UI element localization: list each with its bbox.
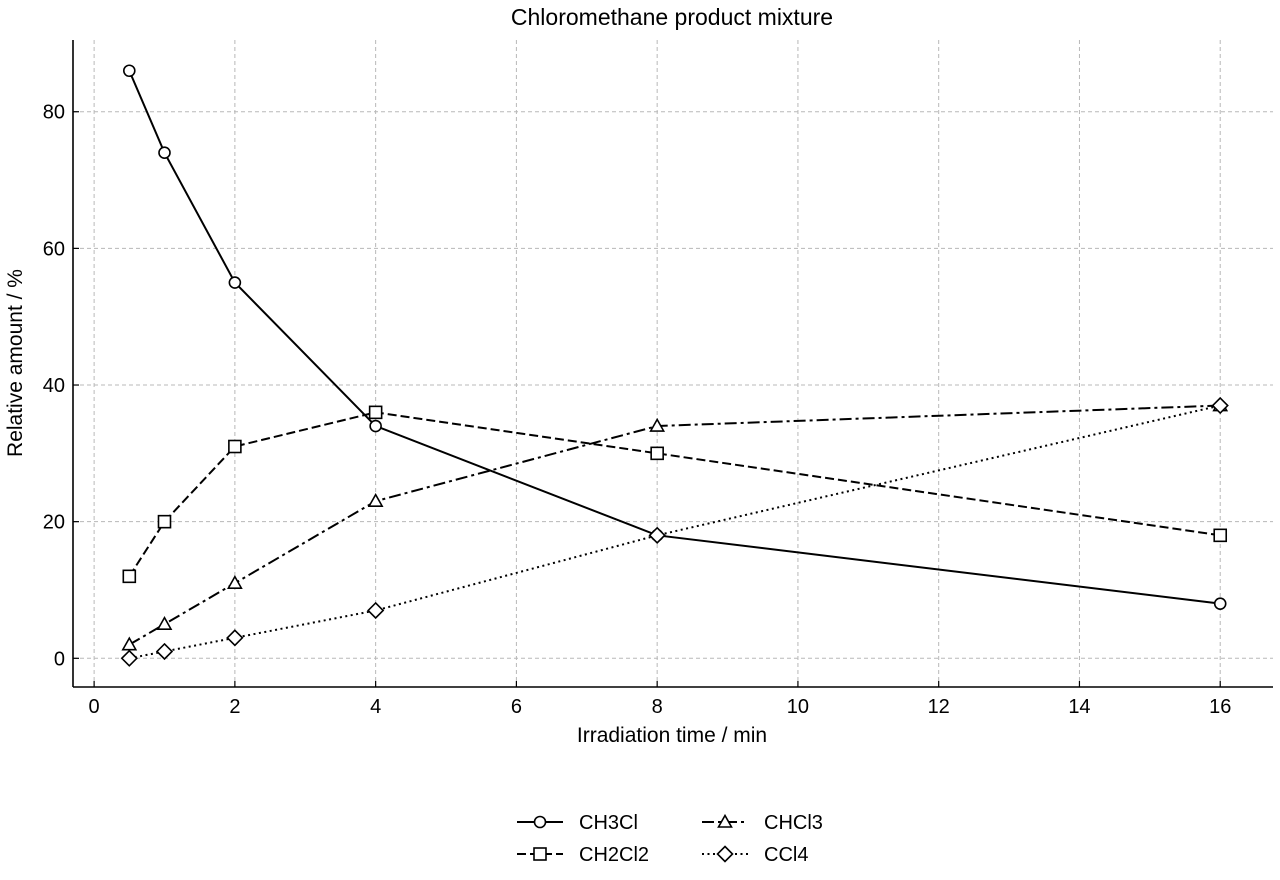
legend-item-ccl4: CCl4	[702, 844, 808, 866]
y-tick-label: 60	[43, 238, 65, 260]
data-point-ch2cl2	[1213, 528, 1228, 543]
data-point-ccl4	[648, 526, 666, 544]
data-point-chcl3	[367, 493, 384, 507]
legend: CH3Cl CH2Cl2 CHCl3 CCl4	[517, 812, 823, 866]
data-point-ch3cl	[1213, 597, 1227, 610]
x-axis-title: Irradiation time / min	[577, 724, 767, 747]
legend-marker-chcl3	[717, 813, 733, 828]
legend-label-chcl3: CHCl3	[764, 812, 823, 834]
data-point-ccl4	[1211, 396, 1229, 415]
legend-label-ch3cl: CH3Cl	[579, 812, 638, 834]
data-point-ccl4	[367, 601, 385, 620]
data-point-ccl4	[120, 649, 138, 667]
data-point-ch2cl2	[157, 514, 172, 529]
data-point-ccl4	[155, 642, 174, 661]
data-point-ch2cl2	[228, 439, 242, 454]
x-tick-label: 10	[787, 696, 809, 718]
data-point-ccl4	[226, 629, 244, 647]
legend-item-ch3cl: CH3Cl	[517, 812, 638, 834]
data-point-ch2cl2	[650, 446, 664, 461]
data-point-ch3cl	[369, 419, 382, 433]
data-point-ch3cl	[228, 276, 242, 289]
data-point-chcl3	[156, 616, 173, 630]
data-point-ch3cl	[123, 64, 136, 78]
y-tick-label: 20	[43, 512, 65, 534]
x-tick-label: 6	[511, 696, 522, 718]
data-point-chcl3	[227, 575, 243, 589]
series-group	[120, 64, 1229, 667]
x-tick-label: 0	[89, 696, 100, 718]
x-tick-label: 2	[229, 696, 240, 718]
y-tick-label: 80	[43, 102, 65, 124]
legend-item-ch2cl2: CH2Cl2	[517, 844, 649, 866]
legend-marker-ch3cl	[533, 815, 547, 829]
data-point-ch3cl	[158, 146, 171, 160]
data-point-chcl3	[121, 636, 138, 651]
x-tick-label: 4	[370, 696, 381, 718]
series-line-ch3cl	[128, 70, 1221, 605]
series-line-ccl4	[129, 404, 1221, 660]
legend-marker-ch2cl2	[533, 847, 547, 861]
axes: 0 2 4 6 8 10 12 14 16 0 20 40 60 80	[43, 40, 1273, 718]
legend-marker-ccl4	[716, 845, 734, 863]
series-line-chcl3	[128, 404, 1221, 646]
data-point-ch2cl2	[368, 405, 383, 420]
series-ch3cl	[123, 64, 1227, 610]
x-tick-label: 16	[1209, 696, 1231, 718]
series-ch2cl2	[122, 405, 1228, 584]
data-point-ch2cl2	[122, 569, 137, 584]
legend-label-ccl4: CCl4	[764, 844, 808, 866]
series-line-ch2cl2	[128, 411, 1221, 577]
y-tick-label: 0	[54, 648, 65, 670]
data-point-chcl3	[649, 417, 666, 432]
x-tick-label: 8	[652, 696, 663, 718]
legend-label-ch2cl2: CH2Cl2	[579, 844, 649, 866]
y-tick-label: 40	[43, 375, 65, 397]
series-ccl4	[120, 396, 1229, 667]
x-tick-label: 12	[928, 696, 950, 718]
y-axis-title: Relative amount / %	[4, 269, 27, 457]
legend-item-chcl3: CHCl3	[702, 812, 823, 834]
grid	[73, 40, 1273, 687]
series-chcl3	[121, 397, 1229, 651]
chart-title: Chloromethane product mixture	[511, 4, 833, 30]
x-tick-label: 14	[1068, 696, 1090, 718]
